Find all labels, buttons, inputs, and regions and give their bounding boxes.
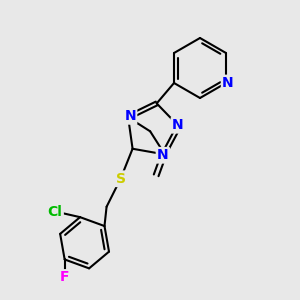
Text: Cl: Cl	[48, 205, 62, 219]
Text: F: F	[60, 271, 69, 284]
Text: S: S	[116, 172, 126, 186]
Text: N: N	[222, 76, 234, 90]
Text: N: N	[172, 118, 184, 132]
Text: N: N	[157, 148, 169, 162]
Text: N: N	[124, 109, 136, 123]
